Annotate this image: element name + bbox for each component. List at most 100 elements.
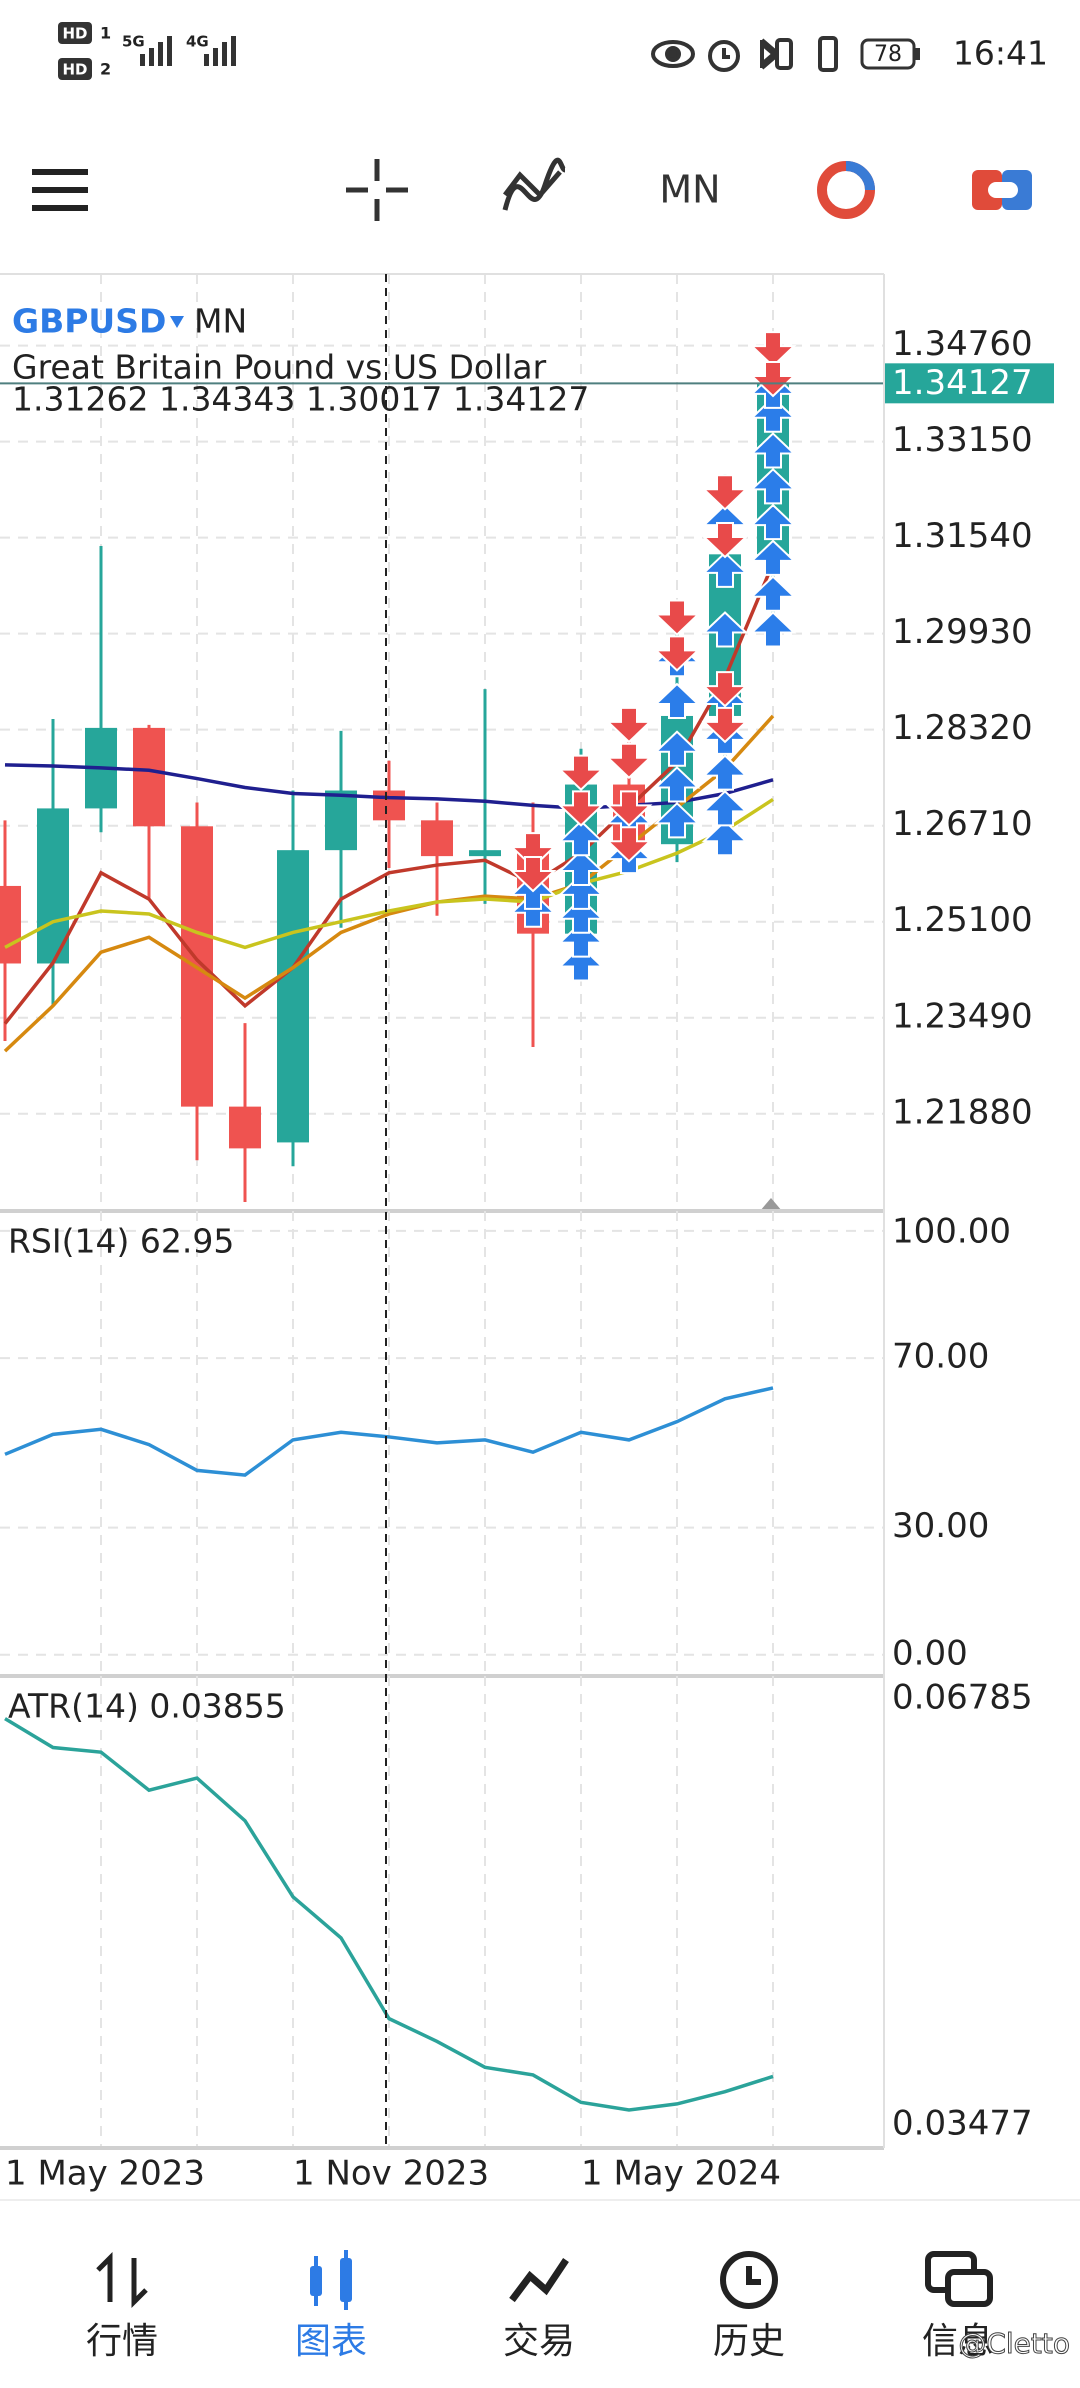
signal-arrow <box>653 766 701 803</box>
status-bar: HD 1 HD 2 5G 4G 78 16:41 <box>58 22 1048 80</box>
nav-label[interactable]: 历史 <box>713 2321 785 2362</box>
chart-icon <box>310 2250 352 2310</box>
trade-button[interactable] <box>972 170 1032 210</box>
signal-arrow <box>701 522 749 559</box>
signal-icon <box>140 36 172 66</box>
chart-timeframe: MN <box>194 302 247 341</box>
signal-arrow <box>605 790 653 827</box>
moving-average <box>3 562 775 1025</box>
candle-body <box>229 1106 261 1149</box>
menu-button[interactable] <box>32 169 88 211</box>
moving-average <box>3 714 775 1053</box>
signal-arrow <box>557 790 605 827</box>
signal-arrow <box>701 474 749 511</box>
signal-arrow <box>557 819 605 857</box>
watermark: @Cletto <box>958 2327 1070 2360</box>
candle-body <box>0 885 21 964</box>
symbol: GBPUSD <box>12 302 166 341</box>
y-tick-label: 1.23490 <box>892 996 1033 1036</box>
signal-arrow <box>653 801 701 839</box>
sim-slot: 2 <box>100 60 111 79</box>
signal-arrow <box>653 730 701 767</box>
signal-arrow <box>749 467 797 505</box>
messages-icon <box>925 2251 993 2307</box>
signal-arrow <box>653 599 701 636</box>
battery-icon <box>860 38 916 70</box>
network-type: 4G <box>186 33 209 51</box>
indicators-button[interactable] <box>502 157 567 211</box>
signal-arrow <box>701 819 749 857</box>
toolbar: MN <box>32 157 1032 221</box>
bottom-nav: 行情 图表 交易 历史 信息 <box>0 2199 1080 2362</box>
nav-label[interactable]: 交易 <box>503 2321 575 2362</box>
indicator-title: ATR(14) 0.03855 <box>8 1687 286 1726</box>
y-tick-label: 1.28320 <box>892 708 1033 748</box>
signal-arrow <box>557 849 605 887</box>
symbol-description: Great Britain Pound vs US Dollar <box>12 348 547 387</box>
signal-arrow <box>701 671 749 708</box>
y-tick-label: 1.33150 <box>892 420 1033 460</box>
trade-icon <box>509 2258 569 2303</box>
signal-arrow <box>749 360 797 398</box>
sim-badge-text: HD <box>62 25 87 43</box>
status-icons <box>651 36 838 72</box>
y-tick-label: 70.00 <box>892 1337 989 1377</box>
history-icon <box>720 2251 778 2309</box>
y-tick-label: 0.03477 <box>892 2104 1033 2144</box>
signal-arrow <box>749 575 797 612</box>
signal-arrow <box>701 551 749 588</box>
sim-badge-text: HD <box>62 61 87 79</box>
y-tick-label: 0.00 <box>892 1633 968 1673</box>
x-tick-label: 1 May 2024 <box>581 2154 781 2194</box>
nav-label[interactable]: 行情 <box>86 2321 158 2362</box>
nav-label[interactable]: 信息 <box>922 2321 994 2362</box>
signal-arrow <box>749 396 797 433</box>
quotes-icon <box>96 2251 148 2309</box>
signal-arrow <box>605 706 653 744</box>
signal-arrow <box>749 539 797 576</box>
signal-arrow <box>557 873 605 910</box>
signal-arrow <box>653 635 701 672</box>
y-tick-label: 100.00 <box>892 1212 1011 1252</box>
signal-arrow <box>557 897 605 934</box>
signal-arrow <box>653 682 701 720</box>
signal-arrow <box>557 921 605 958</box>
y-tick-label: 1.26710 <box>892 804 1033 844</box>
clock: 16:41 <box>953 34 1048 73</box>
ohlc: 1.31262 1.34343 1.30017 1.34127 <box>12 380 589 419</box>
indicator-line <box>4 1386 774 1477</box>
signal-arrow <box>605 826 653 863</box>
objects-button[interactable] <box>817 161 875 219</box>
battery-tip <box>915 48 920 60</box>
signal-arrow <box>701 754 749 791</box>
moving-average <box>4 797 774 950</box>
nav-label[interactable]: 图表 <box>295 2321 367 2362</box>
timeframe-button[interactable]: MN <box>659 168 720 212</box>
x-tick-label: 1 May 2023 <box>5 2154 205 2194</box>
sim-slot: 1 <box>100 24 111 43</box>
sim-badge <box>58 58 92 80</box>
signal-arrow <box>749 432 797 469</box>
chart-area: 1.34760 1.33150 1.31540 1.29930 1.28320 1.267… <box>0 273 1054 2194</box>
scroll-marker <box>760 1198 782 1211</box>
signal-arrow <box>701 611 749 648</box>
y-tick-label: 0.06785 <box>892 1677 1033 1717</box>
signal-arrow <box>749 503 797 541</box>
signal-arrow <box>749 331 797 368</box>
y-tick-label: 1.21880 <box>892 1092 1033 1132</box>
signal-icon <box>204 36 236 66</box>
network-type: 5G <box>122 33 145 51</box>
x-tick-label: 1 Nov 2023 <box>293 2154 489 2194</box>
candle-body <box>37 808 69 964</box>
candle-body <box>373 790 405 821</box>
candle-body <box>277 850 309 1143</box>
crosshair-button[interactable] <box>346 159 408 221</box>
signal-arrow <box>605 742 653 780</box>
current-price-tag <box>884 363 1054 404</box>
signal-arrow <box>509 832 557 869</box>
indicator-title: RSI(14) 62.95 <box>8 1222 234 1261</box>
indicator-line <box>4 1717 774 2112</box>
y-tick-label: 30.00 <box>892 1506 989 1546</box>
